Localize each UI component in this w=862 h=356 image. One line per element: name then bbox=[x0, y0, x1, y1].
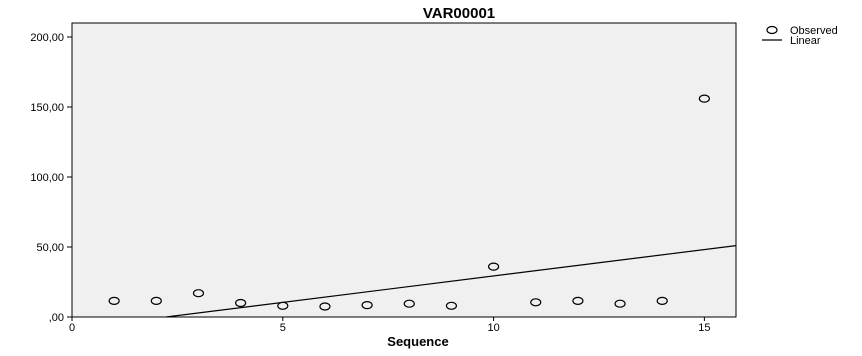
observed-point bbox=[487, 262, 500, 271]
observed-point bbox=[530, 298, 542, 307]
observed-point bbox=[108, 296, 120, 305]
x-tick-label: 15 bbox=[698, 322, 710, 334]
observed-point bbox=[361, 301, 373, 310]
y-tick-label: 100,00 bbox=[30, 172, 64, 184]
observed-point bbox=[235, 298, 247, 308]
chart-title: VAR00001 bbox=[423, 5, 495, 22]
y-tick-label: 50,00 bbox=[36, 242, 64, 254]
legend-label: Linear bbox=[790, 35, 821, 47]
legend-observed-marker bbox=[766, 25, 778, 35]
observed-point bbox=[192, 289, 205, 298]
observed-point bbox=[614, 299, 626, 308]
observed-point bbox=[445, 301, 458, 310]
x-tick-label: 0 bbox=[69, 322, 75, 334]
y-tick-label: 150,00 bbox=[30, 102, 64, 114]
observed-point bbox=[572, 296, 584, 305]
x-axis-label: Sequence bbox=[387, 334, 448, 349]
legend-label: Observed bbox=[790, 25, 838, 37]
y-tick-label: ,00 bbox=[49, 312, 64, 324]
observed-point bbox=[150, 296, 162, 305]
chart-marks bbox=[108, 94, 736, 317]
observed-point bbox=[698, 94, 710, 103]
observed-point bbox=[656, 296, 668, 305]
observed-point bbox=[403, 299, 415, 308]
axes: ,00 50,00 100,00 150,00 200,00 0 5 10 15 bbox=[30, 32, 710, 334]
x-tick-label: 10 bbox=[487, 322, 499, 334]
observed-point bbox=[319, 302, 331, 311]
plot-area bbox=[71, 22, 737, 318]
x-tick-label: 5 bbox=[280, 322, 286, 334]
linear-fit-line bbox=[165, 245, 736, 317]
y-tick-label: 200,00 bbox=[30, 32, 64, 44]
